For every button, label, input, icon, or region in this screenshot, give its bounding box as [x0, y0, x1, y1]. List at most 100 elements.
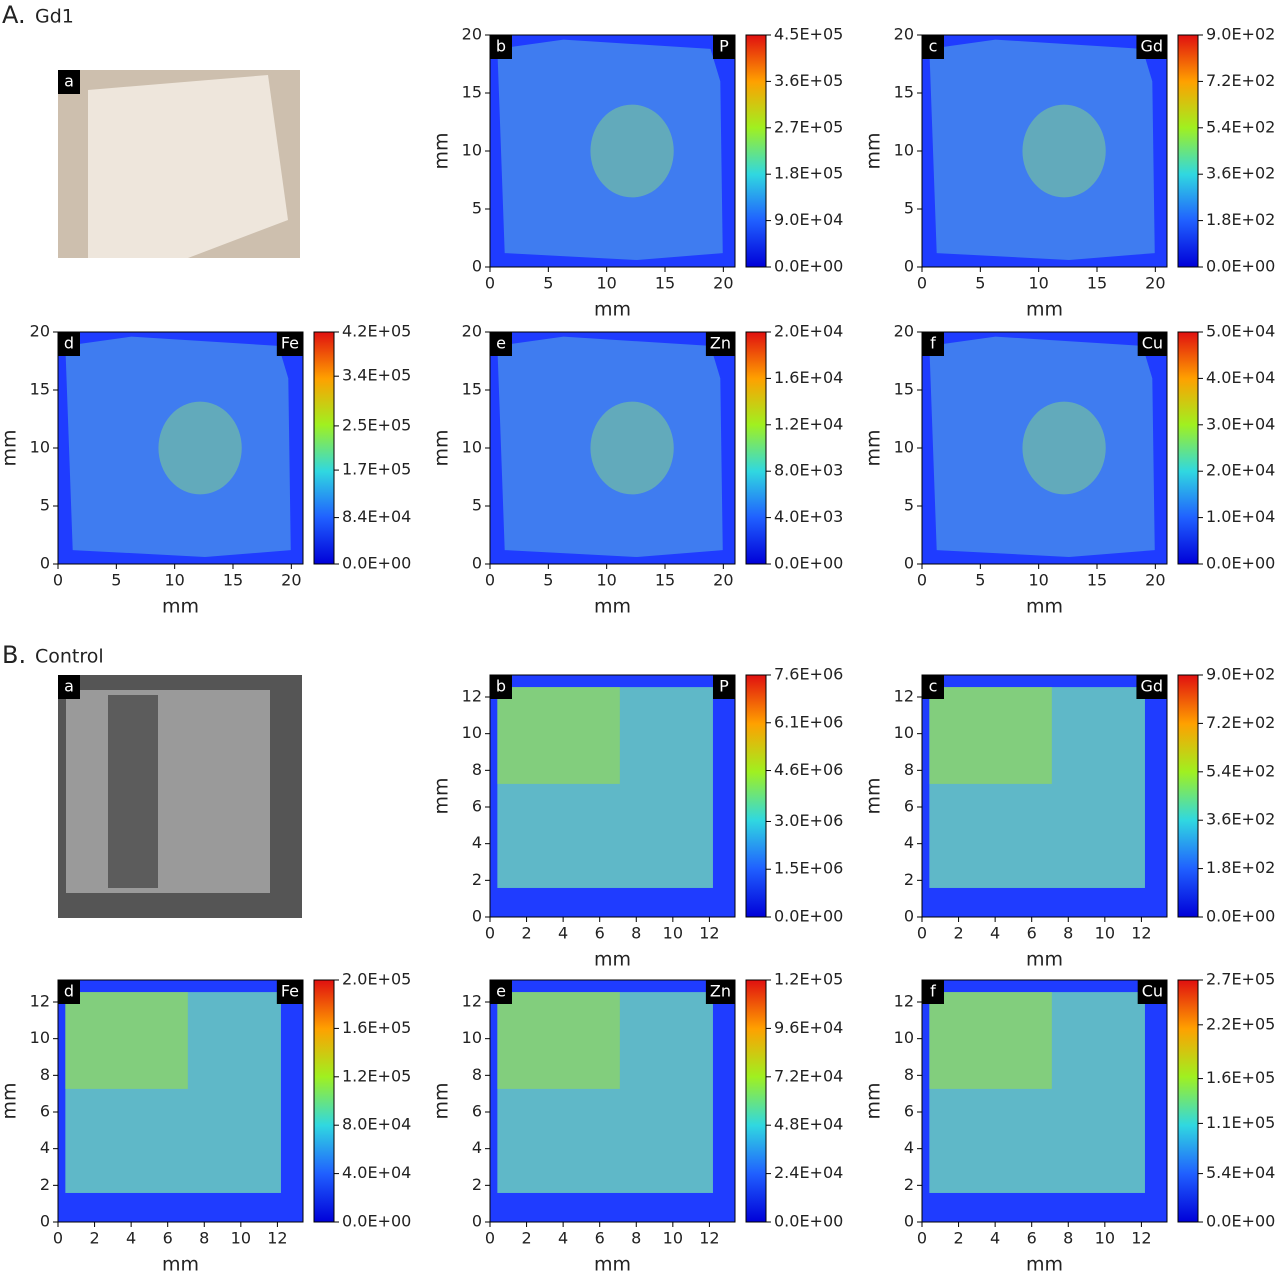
x-tick-label: 20 — [1145, 274, 1165, 293]
x-tick-label: 0 — [917, 924, 927, 943]
panel-tag-box — [1136, 35, 1167, 59]
panel-tag-box — [276, 332, 303, 356]
colorbar-tick-label: 5.0E+04 — [1206, 322, 1275, 341]
x-tick-label: 20 — [281, 571, 301, 590]
colorbar-tick-label: 2.5E+05 — [342, 415, 411, 434]
colorbar — [1177, 331, 1199, 565]
x-axis-label: mm — [594, 949, 631, 971]
y-tick-label: 8 — [472, 1065, 482, 1084]
x-axis-label: mm — [1026, 596, 1063, 618]
x-tick-label: 10 — [1028, 274, 1048, 293]
panel-tag-box — [490, 35, 512, 59]
y-tick-label: 12 — [462, 687, 482, 706]
colorbar-tick-label: 0.0E+00 — [1206, 554, 1275, 573]
colorbar-tick-label: 6.1E+06 — [774, 712, 843, 731]
y-tick-label: 15 — [894, 83, 914, 102]
x-tick-label: 5 — [111, 571, 121, 590]
y-tick-label: 5 — [904, 199, 914, 218]
colorbar-tick-label: 1.2E+05 — [774, 970, 843, 989]
x-tick-label: 0 — [485, 274, 495, 293]
y-tick-label: 6 — [472, 797, 482, 816]
x-tick-label: 12 — [1131, 924, 1151, 943]
y-tick-label: 2 — [40, 1175, 50, 1194]
x-tick-label: 12 — [699, 1229, 719, 1248]
y-axis-label: mm — [431, 777, 453, 814]
panel-tag: Gd — [1140, 677, 1163, 696]
colorbar-tick-label: 4.0E+03 — [774, 507, 843, 526]
y-tick-label: 10 — [894, 1028, 914, 1047]
colorbar-tick-label: 3.6E+05 — [774, 71, 843, 90]
x-tick-label: 4 — [558, 1229, 568, 1248]
colorbar-tick-label: 0.0E+00 — [1206, 257, 1275, 276]
y-tick-label: 15 — [462, 83, 482, 102]
x-tick-label: 4 — [990, 1229, 1000, 1248]
colorbar-tick-label: 1.8E+02 — [1206, 210, 1275, 229]
y-axis-label: mm — [863, 1082, 885, 1119]
panel-tag-box — [58, 332, 80, 356]
panel-tag: f — [930, 334, 936, 353]
colorbar-tick-label: 4.5E+05 — [774, 25, 843, 44]
colorbar-tick-label: 0.0E+00 — [1206, 1212, 1275, 1231]
x-tick-label: 0 — [53, 1229, 63, 1248]
x-tick-label: 0 — [485, 1229, 495, 1248]
map-region — [929, 687, 1052, 784]
x-tick-label: 15 — [1087, 571, 1107, 590]
y-tick-label: 12 — [894, 687, 914, 706]
x-tick-label: 6 — [1027, 924, 1037, 943]
plot-frame — [489, 674, 736, 918]
colorbar-tick-label: 1.8E+02 — [1206, 858, 1275, 877]
panel-tag: Zn — [710, 334, 731, 353]
map-region — [158, 401, 242, 495]
x-tick-label: 2 — [521, 924, 531, 943]
panel-tag: Cu — [1142, 982, 1163, 1001]
panel-tag-box — [713, 675, 735, 699]
y-tick-label: 6 — [40, 1102, 50, 1121]
y-tick-label: 8 — [904, 760, 914, 779]
x-tick-label: 5 — [975, 571, 985, 590]
x-tick-label: 10 — [663, 924, 683, 943]
colorbar — [745, 331, 767, 565]
panel-tag: c — [929, 677, 938, 696]
panel-tag: a — [64, 72, 74, 91]
x-tick-label: 4 — [990, 924, 1000, 943]
y-tick-label: 10 — [462, 438, 482, 457]
panel-tag: b — [496, 37, 506, 56]
colorbar-tick-label: 8.0E+04 — [342, 1115, 411, 1134]
panel-tag-box — [922, 675, 944, 699]
y-tick-label: 12 — [30, 992, 50, 1011]
colorbar-tick-label: 7.2E+02 — [1206, 71, 1275, 90]
y-tick-label: 0 — [904, 554, 914, 573]
map-region — [590, 401, 674, 495]
x-tick-label: 10 — [663, 1229, 683, 1248]
colorbar-tick-label: 2.2E+05 — [1206, 1014, 1275, 1033]
y-tick-label: 20 — [894, 25, 914, 44]
colorbar — [745, 979, 767, 1223]
colorbar-tick-label: 0.0E+00 — [774, 907, 843, 926]
x-tick-label: 10 — [596, 571, 616, 590]
y-tick-label: 10 — [462, 141, 482, 160]
colorbar-tick-label: 0.0E+00 — [774, 1212, 843, 1231]
y-tick-label: 15 — [462, 380, 482, 399]
colorbar-tick-label: 3.6E+02 — [1206, 810, 1275, 829]
y-axis-label: mm — [431, 429, 453, 466]
panel-tag-box — [922, 980, 944, 1004]
colorbar-tick-label: 1.6E+05 — [1206, 1068, 1275, 1087]
colorbar-tick-label: 0.0E+00 — [774, 554, 843, 573]
y-tick-label: 0 — [904, 1212, 914, 1231]
x-tick-label: 0 — [53, 571, 63, 590]
panel-tag: b — [496, 677, 506, 696]
panel-tag: Fe — [281, 982, 299, 1001]
colorbar-tick-label: 3.4E+05 — [342, 366, 411, 385]
y-tick-label: 15 — [894, 380, 914, 399]
colorbar — [745, 34, 767, 268]
panel-tag-box — [705, 332, 735, 356]
panel-tag: e — [496, 982, 506, 1001]
y-tick-label: 0 — [904, 257, 914, 276]
panel-tag: f — [930, 982, 936, 1001]
y-tick-label: 4 — [472, 1138, 482, 1157]
photo-dark — [108, 695, 158, 888]
y-tick-label: 5 — [472, 199, 482, 218]
y-tick-label: 5 — [904, 496, 914, 515]
photo-tissue — [88, 75, 288, 258]
colorbar-tick-label: 8.0E+03 — [774, 461, 843, 480]
